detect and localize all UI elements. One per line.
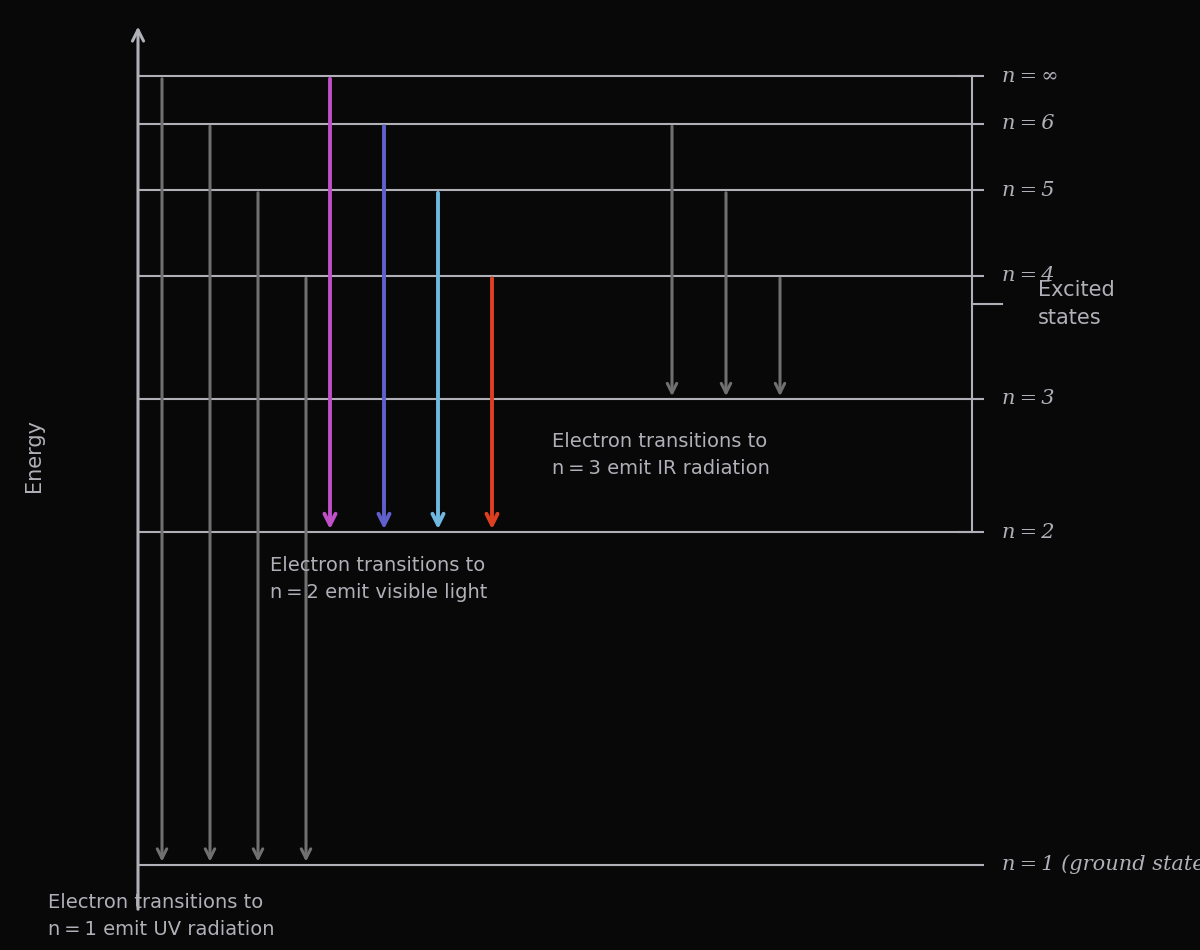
Text: Electron transitions to
n = 2 emit visible light: Electron transitions to n = 2 emit visib… [270, 556, 487, 602]
Text: n = ∞: n = ∞ [1002, 66, 1058, 85]
Text: n = 2: n = 2 [1002, 522, 1055, 541]
Text: Energy: Energy [24, 420, 43, 492]
Text: Excited
states: Excited states [1038, 280, 1115, 328]
Text: Electron transitions to
n = 3 emit IR radiation: Electron transitions to n = 3 emit IR ra… [552, 432, 770, 479]
Text: n = 5: n = 5 [1002, 180, 1055, 200]
Text: n = 1 (ground state): n = 1 (ground state) [1002, 855, 1200, 874]
Text: n = 6: n = 6 [1002, 114, 1055, 133]
Text: n = 4: n = 4 [1002, 266, 1055, 285]
Text: Electron transitions to
n = 1 emit UV radiation: Electron transitions to n = 1 emit UV ra… [48, 893, 275, 940]
Text: n = 3: n = 3 [1002, 390, 1055, 408]
